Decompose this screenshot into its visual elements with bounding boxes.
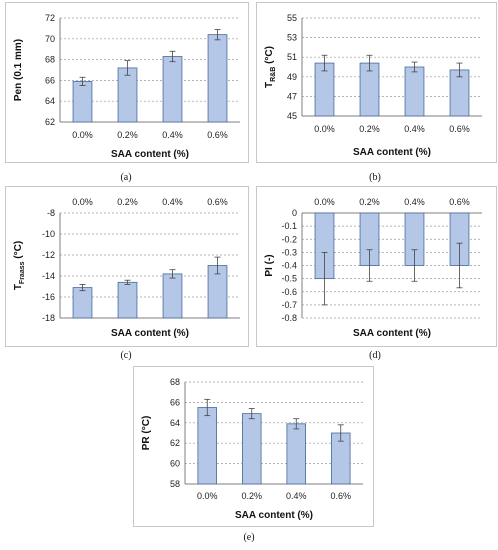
y-axis-label: PR (°C) bbox=[141, 416, 152, 451]
chart-panel-a: 62 64 66 68 70 72 0.0% 0.2% 0.4% 0.6% SAA content … bbox=[5, 2, 249, 183]
panel-frame bbox=[5, 2, 249, 163]
bar-a-3 bbox=[207, 34, 228, 123]
bar-a-1 bbox=[117, 67, 138, 123]
panel-frame bbox=[256, 186, 497, 347]
x-tick-label: 0.4% bbox=[286, 491, 307, 501]
y-tick-label: 66 bbox=[45, 75, 55, 85]
y-tick-label: 68 bbox=[45, 55, 55, 65]
panel-letter: (d) bbox=[369, 350, 381, 361]
bar-c-2 bbox=[162, 273, 183, 319]
panel-letter: (a) bbox=[120, 172, 131, 183]
chart-panel-b: 45 47 49 51 53 55 0.0% 0.2% 0.4% 0.6% SAA content … bbox=[256, 2, 497, 183]
x-tick-label: 0.4% bbox=[162, 197, 183, 207]
y-tick-label: -0.2 bbox=[281, 234, 297, 244]
x-tick-label: 0.2% bbox=[241, 491, 262, 501]
y-tick-label: 62 bbox=[170, 438, 180, 448]
bar-b-2 bbox=[404, 66, 425, 117]
x-axis-label: SAA content (%) bbox=[353, 147, 431, 158]
chart-panel-d: -0.8 -0.7 -0.6 -0.5 -0.4 -0.3 -0.2 -0.1 0 0.0% 0.2… bbox=[256, 186, 497, 361]
y-tick-label: 66 bbox=[170, 397, 180, 407]
y-tick-label: 64 bbox=[45, 96, 55, 106]
y-tick-label: -0.1 bbox=[281, 221, 297, 231]
y-axis-label: TFraass (°C) bbox=[13, 241, 26, 290]
x-tick-label: 0.6% bbox=[207, 130, 228, 140]
panel-frame bbox=[133, 366, 374, 527]
y-tick-label: 68 bbox=[170, 377, 180, 387]
bar-e-2 bbox=[286, 423, 306, 485]
x-tick-label: 0.6% bbox=[449, 124, 470, 134]
y-tick-label: -12 bbox=[42, 250, 55, 260]
x-tick-label: 0.2% bbox=[117, 197, 138, 207]
y-axis-label: Pen (0.1 mm) bbox=[13, 39, 24, 101]
x-axis-label: SAA content (%) bbox=[353, 328, 431, 339]
chart-panel-e: 58 60 62 64 66 68 0.0% 0.2% 0.4% 0.6% SAA content … bbox=[133, 366, 374, 543]
y-tick-label: 72 bbox=[45, 13, 55, 23]
x-tick-label: 0.4% bbox=[162, 130, 183, 140]
panel-letter: (b) bbox=[369, 172, 381, 183]
y-tick-label: 53 bbox=[287, 33, 297, 43]
x-tick-label: 0.2% bbox=[359, 124, 380, 134]
x-tick-label: 0.4% bbox=[404, 197, 425, 207]
bar-e-1 bbox=[242, 413, 262, 485]
x-tick-label: 0.0% bbox=[197, 491, 218, 501]
y-tick-label: -14 bbox=[42, 271, 55, 281]
x-tick-label: 0.4% bbox=[404, 124, 425, 134]
x-tick-label: 0.0% bbox=[314, 124, 335, 134]
x-axis-label: SAA content (%) bbox=[111, 328, 189, 339]
y-tick-label: -0.5 bbox=[281, 274, 297, 284]
bar-c-0 bbox=[72, 287, 93, 319]
bar-c-1 bbox=[117, 281, 138, 319]
y-tick-label: 64 bbox=[170, 418, 180, 428]
bar-a-0 bbox=[72, 81, 93, 123]
y-tick-label: 47 bbox=[287, 91, 297, 101]
y-tick-label: -10 bbox=[42, 229, 55, 239]
x-axis-label: SAA content (%) bbox=[111, 149, 189, 160]
x-tick-label: 0.0% bbox=[314, 197, 335, 207]
y-tick-label: -0.8 bbox=[281, 313, 297, 323]
x-tick-label: 0.6% bbox=[330, 491, 351, 501]
y-axis-label: PI (-) bbox=[264, 254, 275, 276]
y-tick-label: -18 bbox=[42, 313, 55, 323]
x-tick-label: 0.2% bbox=[359, 197, 380, 207]
x-tick-label: 0.0% bbox=[72, 130, 93, 140]
chart-panel-c: -18 -16 -14 -12 -10 -8 0.0% 0.2% 0.4% 0.6% SAA con… bbox=[5, 186, 249, 361]
panel-frame bbox=[5, 186, 249, 347]
y-tick-label: -8 bbox=[47, 208, 55, 218]
x-tick-label: 0.6% bbox=[207, 197, 228, 207]
x-axis-label: SAA content (%) bbox=[235, 510, 313, 521]
panel-frame bbox=[256, 2, 497, 163]
y-tick-label: 62 bbox=[45, 117, 55, 127]
y-tick-label: 55 bbox=[287, 13, 297, 23]
panel-letter: (c) bbox=[120, 350, 131, 361]
y-tick-label: -0.6 bbox=[281, 287, 297, 297]
y-tick-label: 58 bbox=[170, 479, 180, 489]
y-tick-label: 49 bbox=[287, 72, 297, 82]
y-tick-label: 45 bbox=[287, 111, 297, 121]
bar-e-0 bbox=[197, 407, 217, 485]
y-tick-label: 70 bbox=[45, 34, 55, 44]
y-tick-label: 0 bbox=[292, 208, 297, 218]
y-tick-label: -0.7 bbox=[281, 300, 297, 310]
y-tick-label: 51 bbox=[287, 52, 297, 62]
x-tick-label: 0.6% bbox=[449, 197, 470, 207]
y-tick-label: -0.3 bbox=[281, 247, 297, 257]
y-tick-label: 60 bbox=[170, 459, 180, 469]
y-tick-label: -16 bbox=[42, 292, 55, 302]
y-axis-label: TR&B (°C) bbox=[264, 46, 277, 88]
x-tick-label: 0.0% bbox=[72, 197, 93, 207]
panel-letter: (e) bbox=[243, 532, 254, 543]
x-tick-label: 0.2% bbox=[117, 130, 138, 140]
y-tick-label: -0.4 bbox=[281, 261, 297, 271]
bar-a-2 bbox=[162, 56, 183, 123]
